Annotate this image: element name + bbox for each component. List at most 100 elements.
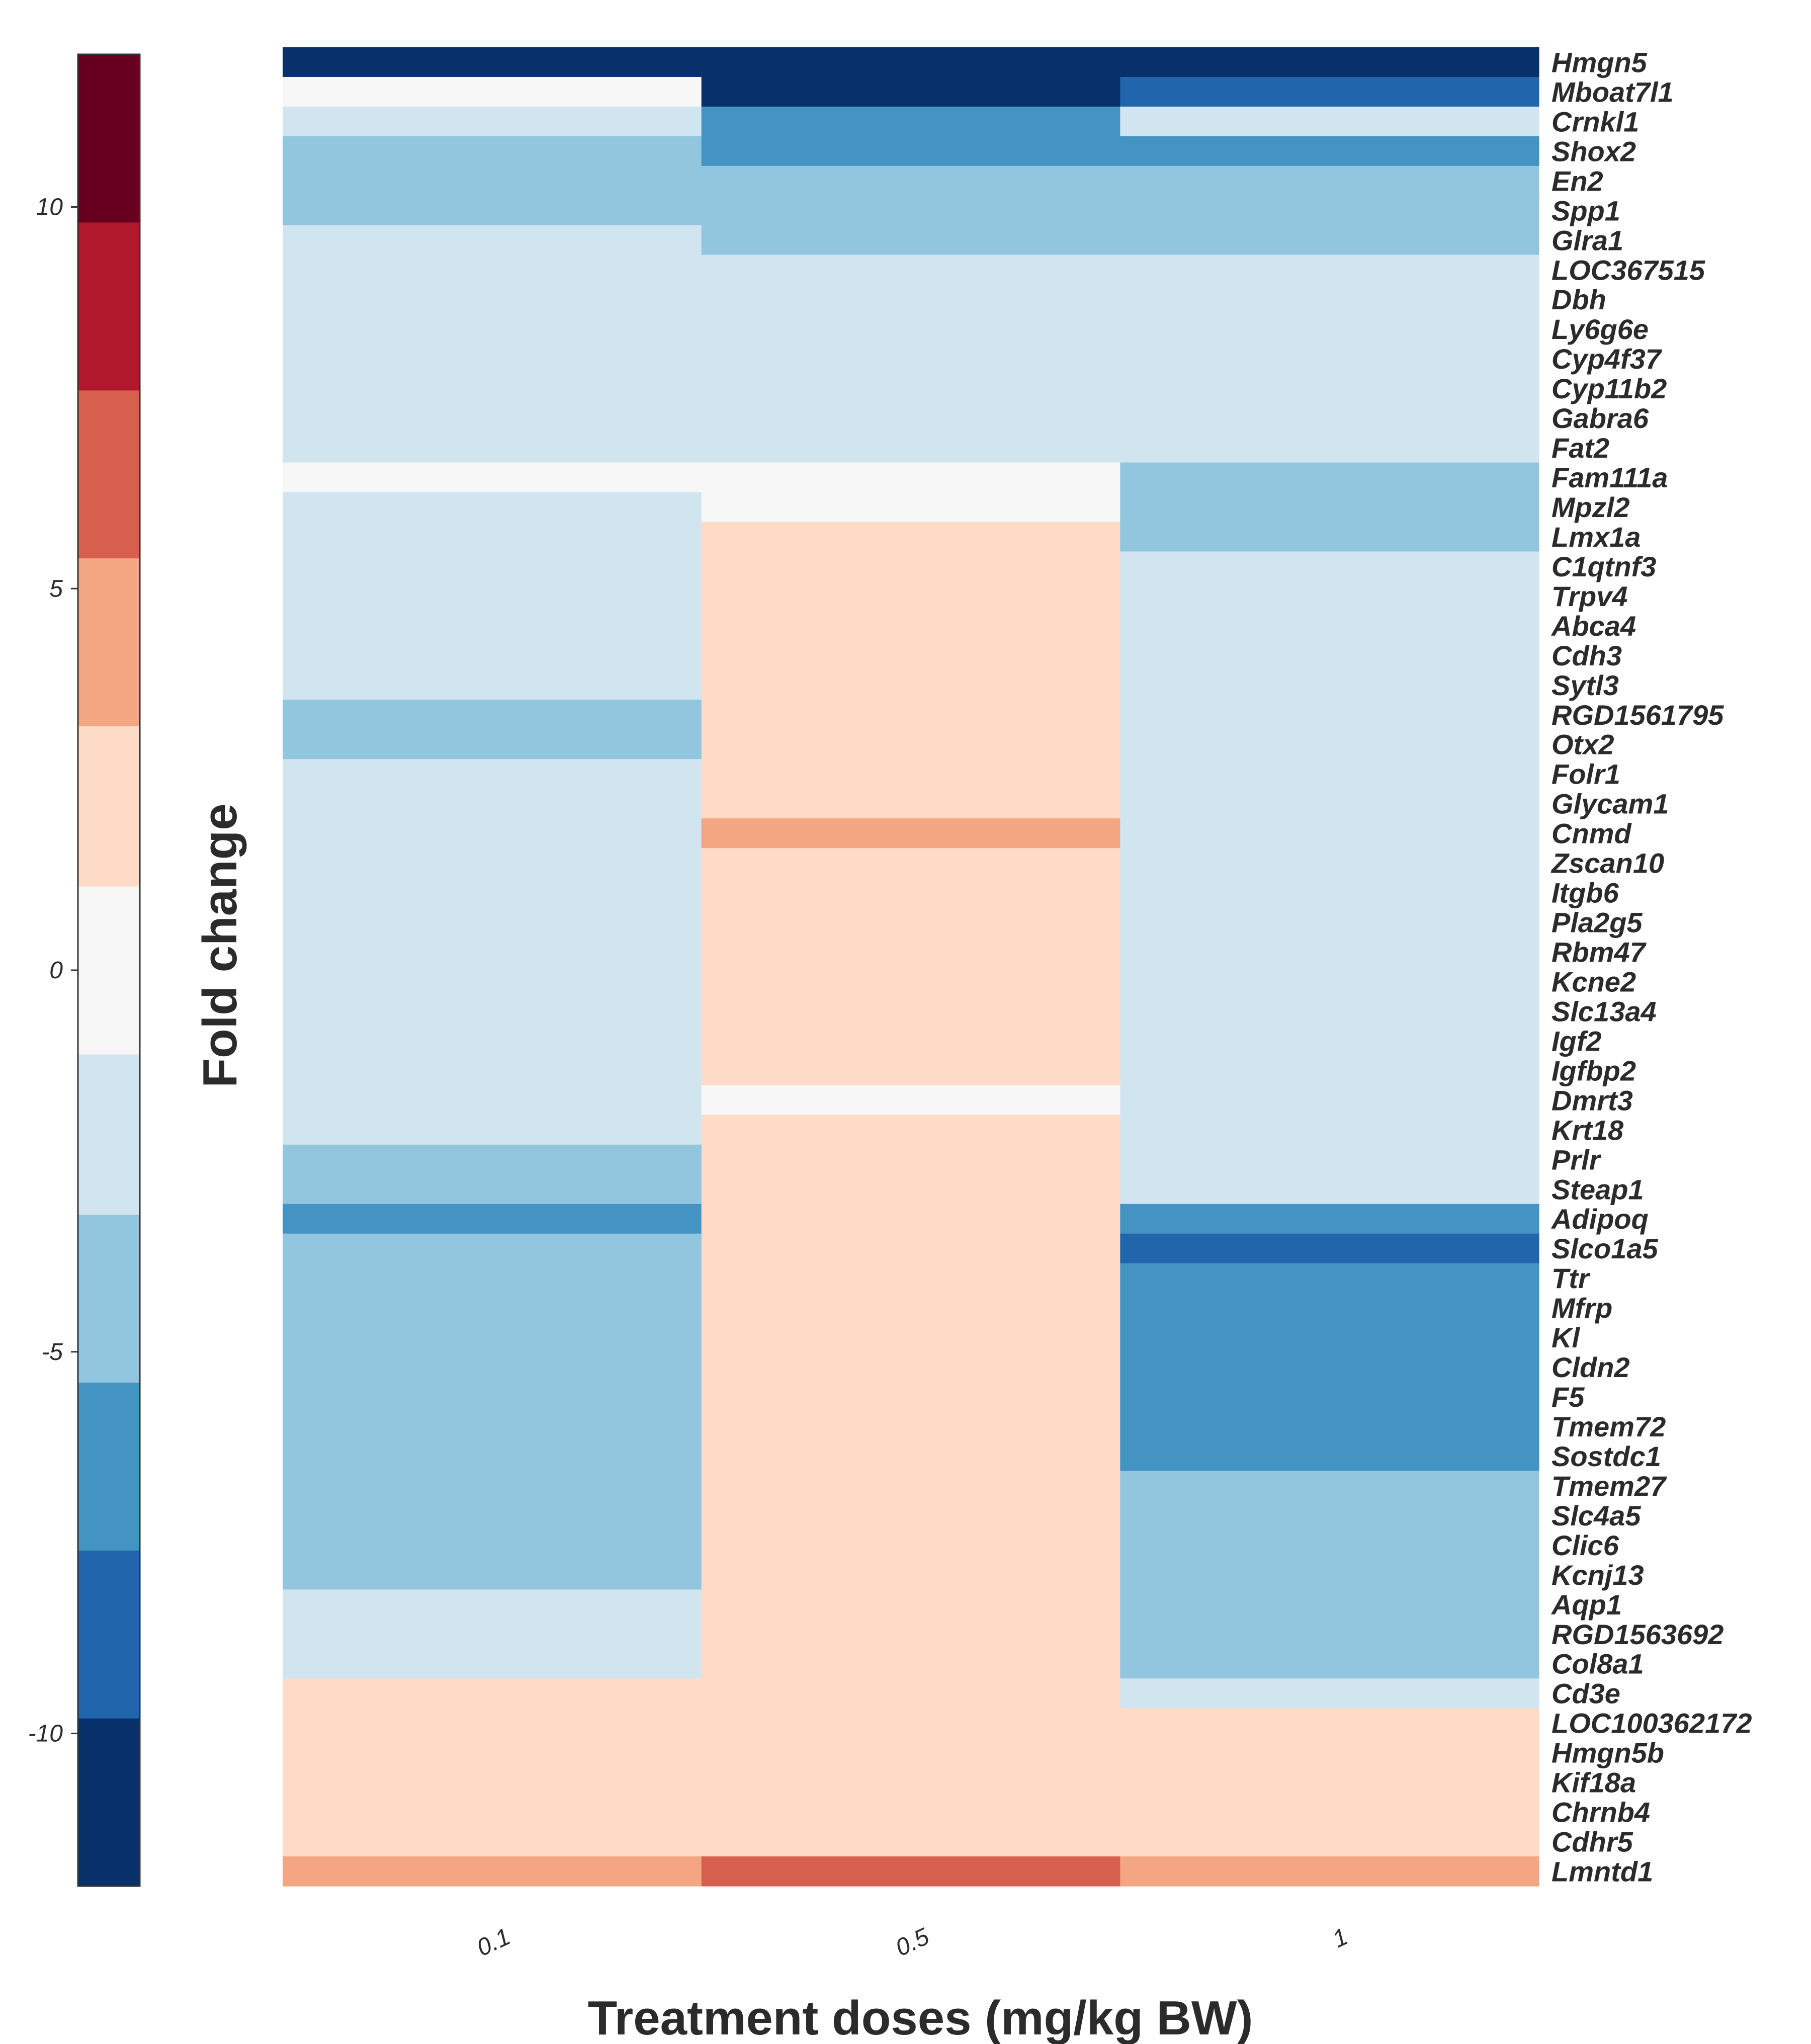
heatmap-cell bbox=[1120, 670, 1539, 700]
heatmap-cell bbox=[701, 818, 1120, 848]
heatmap-cell bbox=[283, 1797, 702, 1827]
heatmap-cell bbox=[1120, 1144, 1539, 1175]
heatmap-cell bbox=[1120, 818, 1539, 848]
heatmap-cell bbox=[283, 254, 702, 285]
gene-label: Mpzl2 bbox=[1551, 491, 1630, 523]
heatmap-cell bbox=[1120, 937, 1539, 967]
heatmap-cell bbox=[1120, 1827, 1539, 1857]
heatmap-cell bbox=[283, 848, 702, 878]
heatmap-cell bbox=[1120, 1678, 1539, 1709]
heatmap-cell bbox=[1120, 284, 1539, 315]
gene-label: RGD1561795 bbox=[1551, 699, 1724, 731]
gene-label: En2 bbox=[1551, 165, 1603, 197]
heatmap-cell bbox=[701, 1026, 1120, 1056]
heatmap-cell bbox=[1120, 1530, 1539, 1560]
heatmap-cell bbox=[283, 433, 702, 463]
heatmap-cell bbox=[283, 136, 702, 166]
heatmap-cell bbox=[283, 1204, 702, 1234]
heatmap-cell bbox=[1120, 47, 1539, 77]
heatmap-cell bbox=[701, 492, 1120, 523]
heatmap-cell bbox=[283, 1382, 702, 1412]
gene-labels: Hmgn5Mboat7l1Crnkl1Shox2En2Spp1Glra1LOC3… bbox=[1550, 46, 1752, 1887]
heatmap-cell bbox=[283, 700, 702, 730]
gene-label: Mboat7l1 bbox=[1551, 76, 1674, 108]
gene-label: Adipoq bbox=[1550, 1203, 1649, 1235]
heatmap-cell bbox=[1120, 581, 1539, 611]
heatmap-cell bbox=[701, 729, 1120, 759]
heatmap-cell bbox=[1120, 1500, 1539, 1530]
colorbar-tick-label: 0 bbox=[49, 957, 63, 984]
heatmap-cell bbox=[1120, 1352, 1539, 1383]
colorbar: 10 5 0 -5 -10 bbox=[28, 53, 141, 1887]
heatmap-cell bbox=[283, 818, 702, 848]
heatmap-cell bbox=[1120, 848, 1539, 878]
gene-label: Kl bbox=[1551, 1322, 1580, 1353]
gene-label: Hmgn5 bbox=[1551, 46, 1648, 78]
heatmap-cell bbox=[1120, 789, 1539, 819]
gene-label: Tmem72 bbox=[1551, 1411, 1666, 1442]
colorbar-tick-label: -5 bbox=[41, 1339, 63, 1366]
heatmap-cell bbox=[1120, 1115, 1539, 1145]
heatmap-cell bbox=[701, 1174, 1120, 1205]
heatmap-cell bbox=[701, 640, 1120, 670]
heatmap-cell bbox=[283, 225, 702, 256]
heatmap-cell bbox=[1120, 759, 1539, 789]
gene-label: F5 bbox=[1551, 1381, 1585, 1413]
heatmap-cell bbox=[701, 344, 1120, 374]
heatmap-cell bbox=[283, 1174, 702, 1205]
gene-label: Spp1 bbox=[1551, 195, 1620, 226]
heatmap-cell bbox=[283, 878, 702, 908]
heatmap-cell bbox=[283, 581, 702, 611]
gene-label: Steap1 bbox=[1551, 1173, 1644, 1205]
gene-label: LOC100362172 bbox=[1551, 1708, 1752, 1739]
heatmap-cell bbox=[701, 136, 1120, 166]
gene-label: RGD1563692 bbox=[1551, 1619, 1723, 1650]
heatmap-cell bbox=[283, 729, 702, 759]
colorbar-segment bbox=[78, 1054, 140, 1215]
heatmap-cell bbox=[701, 1738, 1120, 1768]
heatmap-cell bbox=[1120, 1174, 1539, 1205]
heatmap-cell bbox=[701, 1085, 1120, 1116]
heatmap-cell bbox=[1120, 462, 1539, 493]
heatmap-cell bbox=[283, 1293, 702, 1323]
heatmap-cell bbox=[701, 195, 1120, 226]
gene-label: Cyp11b2 bbox=[1551, 373, 1667, 404]
heatmap-cell bbox=[1120, 1322, 1539, 1353]
heatmap-cell bbox=[283, 403, 702, 434]
heatmap-cell bbox=[1120, 1026, 1539, 1056]
gene-label: Crnkl1 bbox=[1551, 106, 1639, 137]
heatmap-cell bbox=[701, 848, 1120, 878]
heatmap-cell bbox=[283, 76, 702, 107]
heatmap-cell bbox=[701, 1827, 1120, 1857]
heatmap-cell bbox=[701, 700, 1120, 730]
colorbar-title: Fold change bbox=[193, 803, 247, 1087]
heatmap-cell bbox=[283, 1708, 702, 1738]
gene-label: Abca4 bbox=[1550, 610, 1636, 642]
heatmap-cell bbox=[1120, 1738, 1539, 1768]
heatmap-cell bbox=[1120, 1055, 1539, 1086]
heatmap-cell bbox=[701, 1293, 1120, 1323]
heatmap-cell bbox=[283, 1055, 702, 1086]
heatmap-cell bbox=[701, 1767, 1120, 1798]
heatmap-cell bbox=[283, 1856, 702, 1887]
heatmap-cell bbox=[701, 1560, 1120, 1590]
gene-label: Shox2 bbox=[1551, 135, 1636, 167]
heatmap-cell bbox=[701, 1352, 1120, 1383]
heatmap-cell bbox=[701, 1204, 1120, 1234]
gene-label: Hmgn5b bbox=[1551, 1737, 1664, 1769]
heatmap-cell bbox=[283, 47, 702, 77]
heatmap-cell bbox=[283, 1322, 702, 1353]
heatmap-cell bbox=[701, 1115, 1120, 1145]
heatmap-cell bbox=[701, 47, 1120, 77]
heatmap-cell bbox=[1120, 967, 1539, 997]
gene-label: Igfbp2 bbox=[1551, 1055, 1636, 1086]
heatmap-cell bbox=[701, 611, 1120, 641]
heatmap-cell bbox=[1120, 1589, 1539, 1620]
gene-label: Lmx1a bbox=[1551, 521, 1641, 553]
heatmap-cell bbox=[701, 403, 1120, 434]
heatmap-cell bbox=[1120, 1382, 1539, 1412]
gene-label: Aqp1 bbox=[1550, 1589, 1622, 1621]
heatmap-cell bbox=[283, 1144, 702, 1175]
gene-label: Otx2 bbox=[1551, 729, 1614, 760]
